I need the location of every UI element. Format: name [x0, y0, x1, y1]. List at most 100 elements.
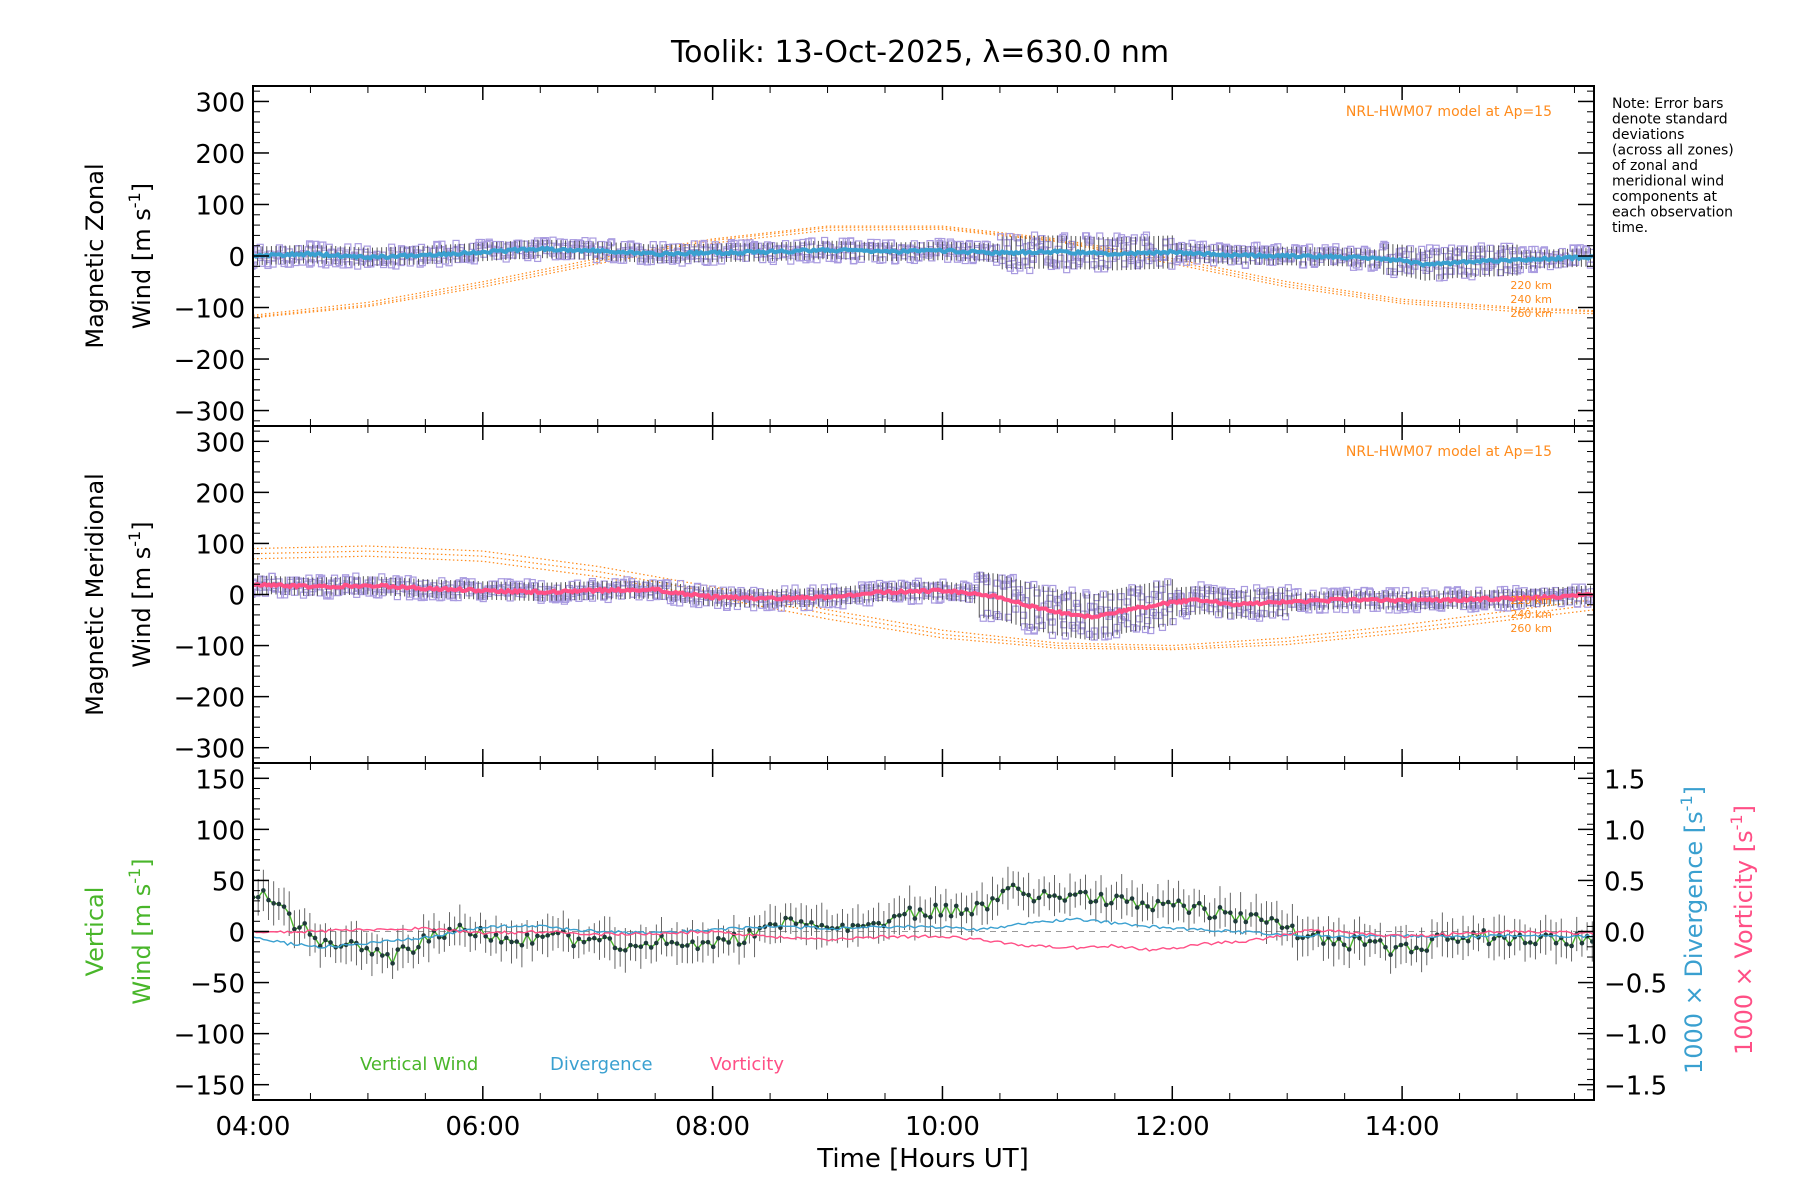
scatter-point	[588, 594, 597, 602]
scatter-point	[910, 240, 918, 248]
scatter-point	[1573, 600, 1582, 608]
vertical-wind-point	[1072, 892, 1078, 897]
scatter-point	[1135, 615, 1143, 623]
y-tick-label: 300	[195, 88, 245, 118]
scatter-point	[434, 241, 442, 249]
scatter-point	[1052, 262, 1061, 270]
scatter-point	[806, 255, 814, 263]
scatter-point	[699, 241, 707, 249]
vertical-wind-point	[1398, 942, 1404, 948]
vertical-wind-point	[395, 947, 401, 952]
vertical-wind-point	[1243, 919, 1249, 925]
vertical-wind-point	[1533, 941, 1538, 947]
scatter-point	[802, 256, 810, 264]
scatter-point	[604, 595, 612, 604]
vertical-wind-point	[369, 952, 375, 957]
scatter-point	[700, 239, 708, 248]
scatter-point	[979, 614, 987, 622]
vertical-wind-point	[845, 928, 850, 933]
scatter-point	[686, 585, 694, 594]
vertical-wind-point	[788, 916, 794, 921]
scatter-point	[1254, 257, 1263, 265]
scatter-point	[879, 582, 888, 590]
scatter-point	[1457, 589, 1465, 597]
vertical-wind-point	[767, 921, 773, 927]
vertical-wind-point	[540, 934, 545, 940]
vertical-wind-point	[1274, 918, 1280, 924]
scatter-point	[901, 580, 909, 588]
scatter-point	[1270, 244, 1278, 252]
vertical-wind-point	[1026, 892, 1031, 898]
vertical-wind-point	[912, 916, 918, 921]
scatter-point	[1259, 587, 1267, 595]
scatter-point	[1468, 273, 1476, 281]
scatter-point	[556, 238, 564, 246]
scatter-point	[1167, 592, 1175, 601]
vertical-wind-point	[1016, 886, 1021, 892]
scatter-point	[1305, 243, 1314, 251]
scatter-point	[551, 253, 559, 261]
scatter-point	[1278, 586, 1286, 594]
vertical-wind-point	[1295, 935, 1300, 941]
scatter-point	[1480, 602, 1488, 610]
model-curve-2	[253, 225, 1594, 316]
scatter-point	[1197, 581, 1205, 589]
scatter-point	[1366, 588, 1375, 596]
y-axis-label-line2: Wind [m s-1]	[125, 183, 156, 329]
y-tick-label: −100	[174, 295, 245, 325]
scatter-point	[1440, 273, 1448, 282]
model-curve-3	[253, 555, 1594, 651]
scatter-point	[1006, 264, 1014, 272]
vertical-wind-point	[1155, 898, 1161, 904]
scatter-point	[1041, 584, 1049, 592]
vertical-wind-point	[710, 944, 716, 950]
vertical-wind-point	[612, 945, 618, 951]
close: ]	[128, 521, 156, 530]
scatter-point	[1077, 627, 1085, 635]
vertical-wind-point	[571, 943, 576, 949]
scatter-point	[723, 603, 731, 611]
scatter-point	[452, 239, 460, 248]
scatter-point	[820, 584, 829, 592]
vertical-wind-point	[783, 915, 788, 921]
vertical-wind-line	[253, 884, 1593, 966]
vertical-wind-point	[995, 897, 1000, 903]
vertical-wind-point	[1290, 923, 1295, 929]
vertical-wind-point	[581, 939, 587, 945]
scatter-point	[581, 237, 589, 245]
scatter-point	[1104, 632, 1113, 640]
vertical-wind-point	[1005, 885, 1011, 891]
close: ]	[1680, 786, 1708, 795]
vertical-wind-point	[1088, 899, 1093, 905]
scatter-point	[1273, 592, 1282, 600]
vertical-wind-point	[1414, 945, 1419, 951]
scatter-point	[406, 259, 414, 267]
vertical-wind-point	[1269, 916, 1274, 921]
vertical-wind-point	[938, 913, 944, 918]
scatter-point	[809, 584, 817, 592]
vertical-wind-point	[1165, 899, 1171, 905]
vertical-wind-point	[364, 945, 370, 951]
scatter-point	[537, 580, 545, 588]
vertical-wind-point	[400, 944, 406, 949]
y-tick-label: −150	[174, 1072, 245, 1102]
scatter-point	[1503, 266, 1511, 274]
vertical-wind-point	[1259, 917, 1264, 923]
scatter-point	[1094, 265, 1102, 273]
vertical-wind-point	[690, 939, 695, 944]
scatter-point	[1029, 255, 1037, 263]
scatter-point	[996, 233, 1005, 241]
vertical-wind-point	[1264, 920, 1269, 925]
vertical-wind-point	[457, 922, 463, 928]
scatter-point	[298, 258, 307, 266]
scatter-point	[768, 255, 776, 263]
scatter-point	[1486, 244, 1494, 252]
vertical-wind-point	[292, 926, 297, 932]
vertical-wind-point	[969, 911, 975, 917]
vertical-wind-point	[1114, 893, 1119, 899]
vertical-wind-point	[1491, 936, 1497, 941]
vertical-wind-point	[959, 911, 964, 917]
vertical-wind-point	[1507, 941, 1512, 947]
scatter-point	[1128, 255, 1136, 263]
